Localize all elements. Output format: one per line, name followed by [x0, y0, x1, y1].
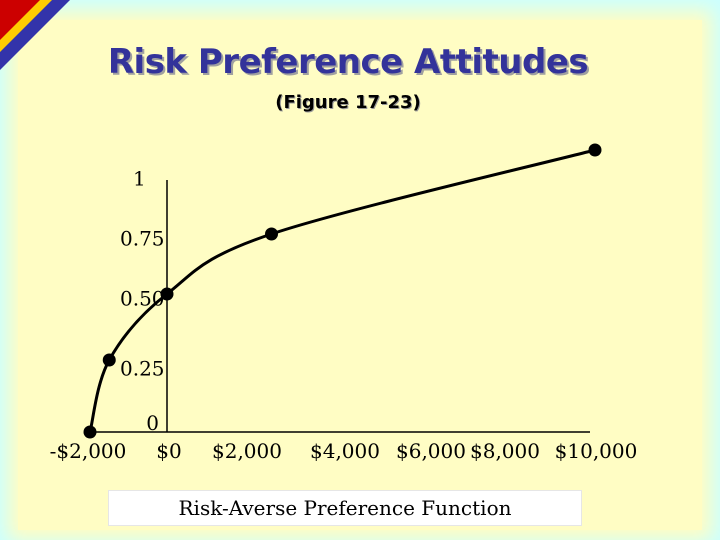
y-tick-label: 0.25: [120, 357, 165, 381]
content-panel: [18, 20, 702, 530]
x-tick-label: $2,000: [212, 439, 282, 463]
slide-subtitle: (Figure 17-23): [275, 92, 421, 113]
x-tick-label: -$2,000: [50, 439, 127, 463]
x-tick-label: $10,000: [555, 439, 638, 463]
x-tick-label: $0: [156, 439, 181, 463]
x-tick-label: $6,000: [396, 439, 466, 463]
x-tick-label: $8,000: [470, 439, 540, 463]
data-point: [265, 227, 278, 241]
data-point: [102, 353, 116, 367]
y-tick-label: 0.75: [120, 227, 165, 251]
y-tick-label: 1: [133, 167, 146, 191]
y-tick-label: 0: [146, 411, 159, 435]
y-tick-label: 0.50: [120, 287, 165, 311]
slide-title: Risk Preference Attitudes: [107, 42, 589, 82]
data-point: [83, 425, 97, 439]
data-point: [588, 143, 602, 157]
x-tick-label: $4,000: [310, 439, 380, 463]
chart-caption: Risk-Averse Preference Function: [108, 490, 582, 526]
data-point: [160, 287, 174, 301]
corner-decoration: [0, 0, 70, 70]
